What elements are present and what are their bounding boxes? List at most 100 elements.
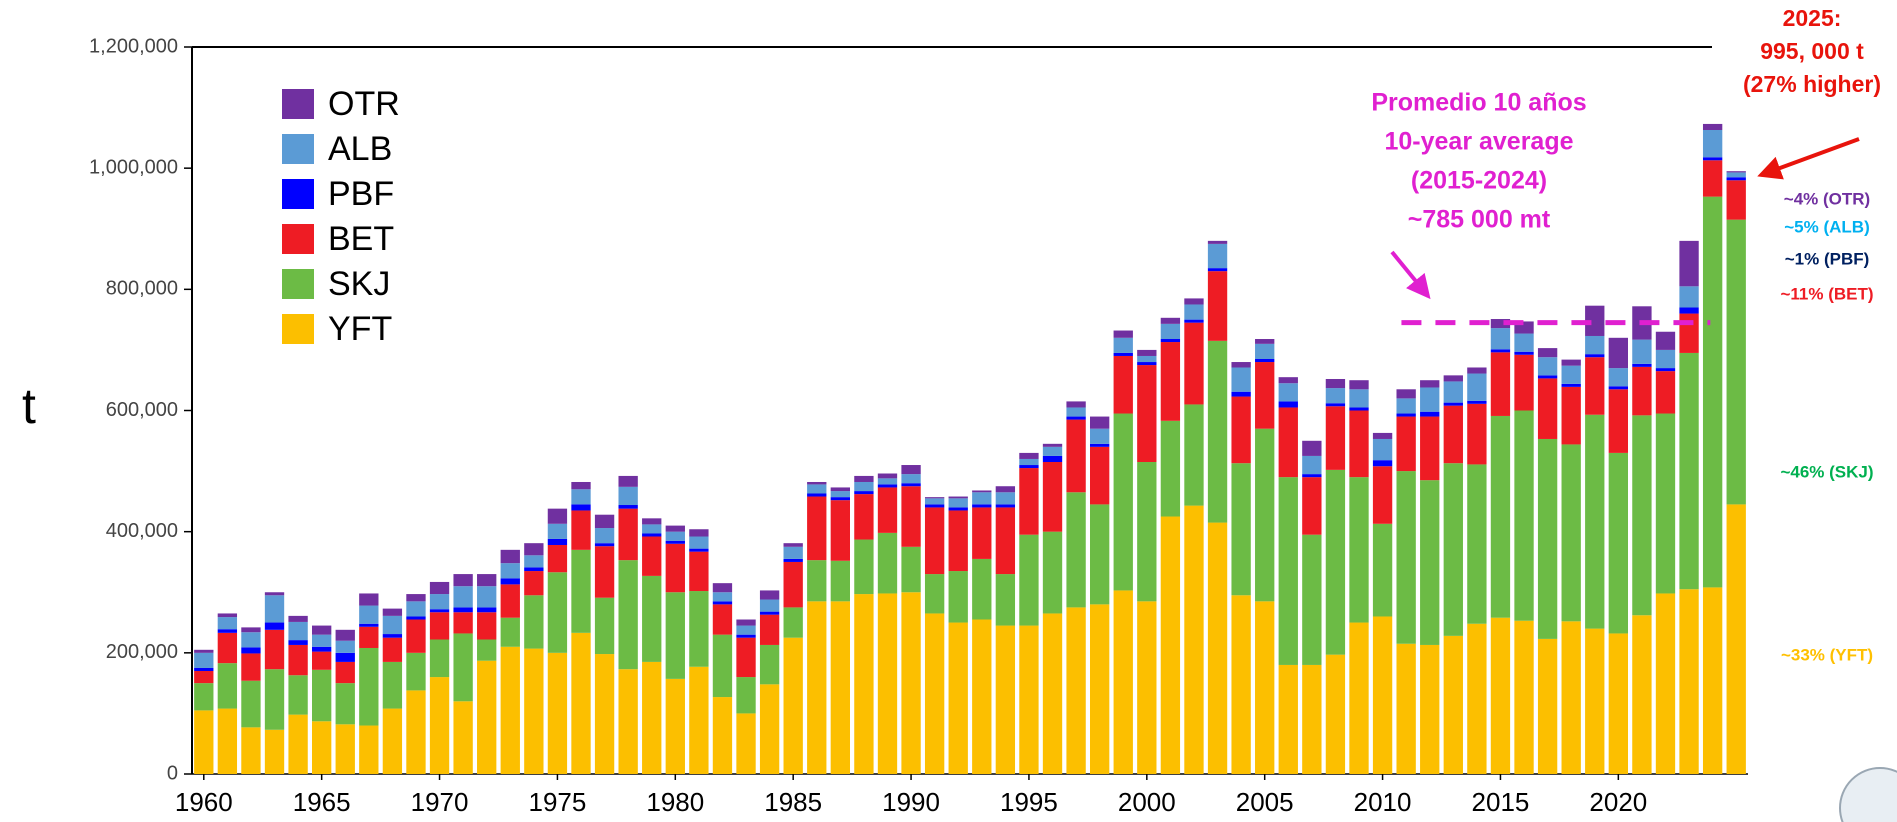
bar-segment [642,661,662,774]
bar-segment [972,504,992,508]
bar-segment [1537,348,1558,358]
bar-segment [1325,388,1346,404]
bar-segment [429,594,450,610]
bar-segment [1160,323,1181,340]
bar-segment [288,640,308,645]
bar-segment [901,486,921,547]
annotation-text: 995, 000 t [1760,38,1864,64]
bar-segment [1420,416,1440,481]
bar-segment [1679,589,1699,774]
bar-segment [736,619,756,626]
bar-segment [264,629,285,670]
bar-segment [264,669,285,730]
bar-segment [830,500,850,561]
bar-segment [1655,371,1676,414]
legend-label: ALB [328,130,392,168]
bar-segment [1655,368,1676,372]
bar-segment [477,586,497,608]
bar-segment [948,510,968,572]
bar-segment [1372,466,1393,524]
bar-segment [194,649,214,653]
bar-segment [453,701,473,774]
bar-segment [594,654,615,774]
bar-segment [241,680,261,728]
bar-segment [1207,522,1228,774]
bar-segment [759,644,780,685]
y-tick-label: 800,000 [106,278,178,300]
bar-segment [524,595,544,649]
bar-segment [1420,387,1440,412]
bar-segment [1608,368,1628,387]
bar-segment [759,590,780,600]
bar-segment [1585,357,1605,415]
bar-segment [830,497,850,501]
bar-segment [830,560,850,602]
bar-segment [1561,383,1581,387]
bar-segment [1585,305,1605,336]
bar-segment [335,629,355,641]
bar-segment [1608,337,1628,369]
x-tick-label: 1965 [293,787,351,817]
bar-segment [406,652,426,691]
bar-segment [689,548,709,552]
bar-segment [194,671,214,684]
bar-segment [689,529,709,537]
globe [1839,767,1897,822]
bar-segment [1231,595,1251,774]
bar-segment [1207,243,1228,269]
bar-segment [1420,644,1440,774]
bar-segment [1561,621,1581,774]
bar-segment [712,601,733,605]
bar-segment [1042,446,1063,456]
annotation-text: (2015-2024) [1411,167,1547,195]
bar-segment [877,593,898,774]
bar-segment [1090,443,1110,447]
legend-swatch [282,134,314,164]
bar-segment [453,607,473,613]
bar-segment [1632,615,1652,774]
bar-segment [1679,352,1699,590]
bar-segment [1349,410,1369,478]
bar-segment [1372,460,1393,467]
bar-segment [1514,620,1534,774]
bar-segment [1160,317,1181,324]
bar-segment [618,669,638,774]
bar-segment [1608,452,1628,634]
bar-segment [618,508,638,561]
bar-segment [1655,593,1676,774]
bar-segment [995,625,1016,774]
bar-segment [948,498,968,508]
share-label: ~11% (BET) [1780,284,1873,303]
bar-segment [1137,461,1157,602]
bar-segment [1090,604,1110,774]
bar-segment [830,491,850,498]
bar-segment [264,595,285,623]
bar-segment [995,504,1016,508]
bar-segment [1537,375,1558,379]
bar-segment [995,492,1016,505]
bar-segment [1090,416,1110,429]
bar-segment [594,546,615,598]
bar-segment [712,604,733,635]
bar-segment [1514,333,1534,352]
bar-segment [1278,401,1298,408]
bar-segment [547,572,568,653]
bar-segment [241,647,261,654]
bar-segment [972,619,992,774]
bar-segment [288,644,308,676]
bar-segment [642,524,662,534]
annotation-text: ~785 000 mt [1408,206,1551,234]
bar-segment [665,543,685,593]
bar-segment [1113,590,1133,774]
bar-segment [1325,406,1346,470]
bar-segment [783,607,803,638]
bar-segment [594,597,615,655]
bar-segment [1184,319,1204,323]
bar-segment [712,583,733,593]
y-axis-label: t [22,378,36,434]
bar-segment [241,727,261,774]
bar-segment [712,634,733,698]
bar-segment [1278,383,1298,402]
bar-segment [241,627,261,633]
